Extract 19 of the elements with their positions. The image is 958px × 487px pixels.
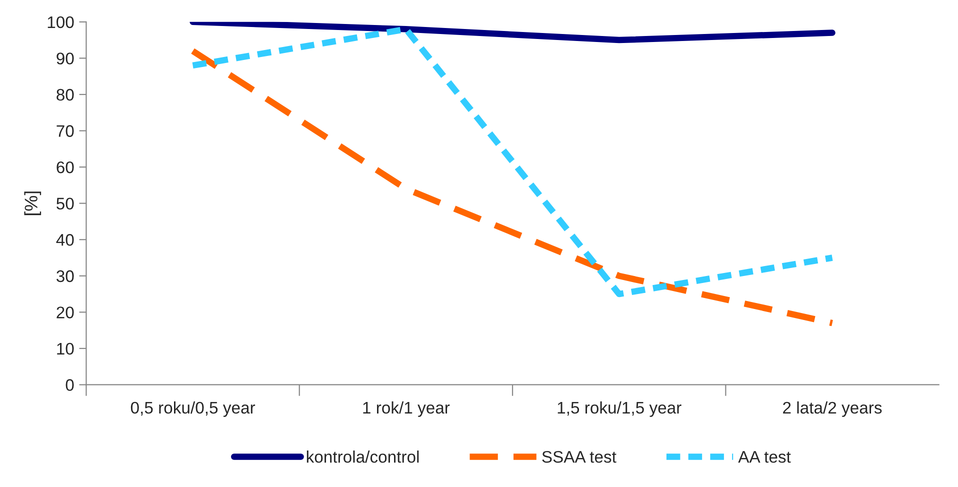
- legend-label: SSAA test: [542, 450, 616, 463]
- y-tick-label: 30: [56, 270, 74, 282]
- y-tick-label: 40: [56, 234, 74, 246]
- y-tick-label: 70: [56, 125, 74, 137]
- y-tick-label: 10: [57, 342, 74, 355]
- y-axis-title: [%]: [24, 192, 42, 216]
- y-tick-label: 90: [56, 52, 74, 64]
- y-tick-label: 80: [56, 88, 74, 101]
- y-tick-label: 100: [48, 16, 74, 28]
- legend-label: AA test: [738, 451, 791, 463]
- x-tick-label: 0,5 roku/0,5 year: [130, 401, 256, 417]
- y-tick-label: 50: [56, 198, 74, 210]
- y-tick-label: 60: [56, 161, 74, 174]
- x-tick-label: 2 lata/2 years: [783, 401, 882, 417]
- x-tick-label: 1,5 roku/1,5 year: [558, 401, 682, 417]
- x-tick-label: 1 rok/1 year: [363, 401, 450, 417]
- y-tick-label: 20: [56, 306, 74, 318]
- y-tick-label: 0: [66, 379, 74, 391]
- legend-label: kontrola/control: [306, 450, 419, 463]
